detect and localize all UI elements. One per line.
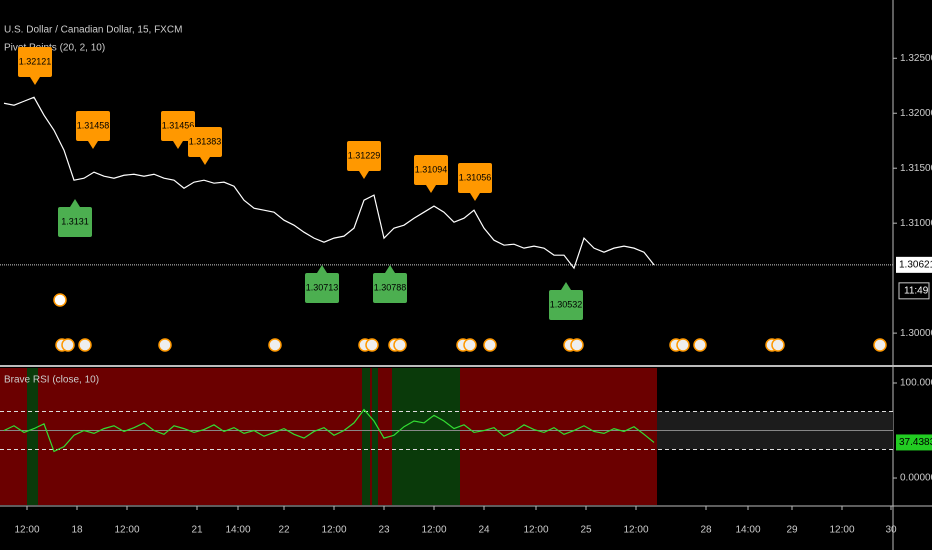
event-icon <box>483 338 497 352</box>
pivot-pointer <box>359 171 369 179</box>
event-icon <box>61 338 75 352</box>
pivot-box <box>76 111 110 141</box>
pivot-box <box>347 141 381 171</box>
event-icon <box>873 338 887 352</box>
pivot-pointer <box>70 199 80 207</box>
x-tick-label: 12:00 <box>829 525 854 536</box>
event-icon <box>393 338 407 352</box>
rsi-title: Brave RSI (close, 10) <box>4 375 99 386</box>
pivot-box <box>18 47 52 77</box>
x-tick-label: 25 <box>580 525 592 536</box>
event-icon <box>693 338 707 352</box>
x-tick-label: 21 <box>191 525 203 536</box>
x-tick-label: 12:00 <box>623 525 648 536</box>
x-tick-label: 12:00 <box>421 525 446 536</box>
x-tick-label: 12:00 <box>321 525 346 536</box>
indicator-title: Pivot Points (20, 2, 10) <box>4 43 105 54</box>
pivot-pointer <box>317 265 327 273</box>
event-icon <box>570 338 584 352</box>
pivot-label: 1.3131 <box>61 216 89 226</box>
y-tick-label: 1.31500 <box>900 163 932 174</box>
y-tick-label: 0.00000 <box>900 473 932 484</box>
pivot-pointer <box>561 282 571 290</box>
series-line <box>3 408 655 453</box>
last-value-label: 1.30621 <box>899 259 932 270</box>
pivot-box <box>161 111 195 141</box>
event-icon <box>463 338 477 352</box>
x-tick-label: 23 <box>378 525 390 536</box>
x-tick-label: 14:00 <box>225 525 250 536</box>
x-tick-label: 29 <box>786 525 798 536</box>
pivot-label: 1.30788 <box>374 282 407 292</box>
pivot-box <box>188 127 222 157</box>
series-line <box>3 96 655 270</box>
pivot-label: 1.32121 <box>19 56 52 66</box>
rsi-bg-green <box>362 368 370 505</box>
x-tick-label: 12:00 <box>14 525 39 536</box>
pivot-pointer <box>88 141 98 149</box>
x-tick-label: 24 <box>478 525 490 536</box>
pivot-pointer <box>385 265 395 273</box>
pivot-box <box>373 273 407 303</box>
pivot-pointer <box>426 185 436 193</box>
x-tick-label: 30 <box>885 525 897 536</box>
x-tick-label: 12:00 <box>523 525 548 536</box>
pivot-label: 1.30713 <box>306 282 339 292</box>
x-tick-label: 14:00 <box>735 525 760 536</box>
time-label: 11:49 <box>904 285 929 296</box>
pivot-box <box>305 273 339 303</box>
rsi-bg-green <box>392 368 460 505</box>
pivot-label: 1.31458 <box>77 120 110 130</box>
chart-title: U.S. Dollar / Canadian Dollar, 15, FXCM <box>4 25 182 36</box>
pivot-pointer <box>30 77 40 85</box>
x-tick-label: 28 <box>700 525 712 536</box>
pivot-label: 1.31056 <box>459 172 492 182</box>
pivot-pointer <box>470 193 480 201</box>
event-icon <box>268 338 282 352</box>
event-icon <box>676 338 690 352</box>
x-tick-label: 12:00 <box>114 525 139 536</box>
y-tick-label: 1.30000 <box>900 328 932 339</box>
y-tick-label: 1.32500 <box>900 53 932 64</box>
x-tick-label: 22 <box>278 525 290 536</box>
pivot-box <box>58 207 92 237</box>
event-icon <box>78 338 92 352</box>
event-icon <box>365 338 379 352</box>
rsi-bg-green <box>27 368 38 505</box>
pivot-pointer <box>200 157 210 165</box>
rsi-bg-red <box>0 368 657 505</box>
pivot-box <box>414 155 448 185</box>
event-icon <box>53 293 67 307</box>
pivot-pointer <box>173 141 183 149</box>
event-icon <box>158 338 172 352</box>
pivot-box <box>458 163 492 193</box>
rsi-bg-green <box>372 368 378 505</box>
y-tick-label: 1.31000 <box>900 218 932 229</box>
event-icon <box>771 338 785 352</box>
pivot-label: 1.31383 <box>189 136 222 146</box>
pivot-label: 1.31456 <box>162 120 195 130</box>
y-tick-label: 100.00000 <box>900 378 932 389</box>
last-value-label: 37.43833 <box>899 437 932 448</box>
time-box <box>898 282 930 300</box>
last-value-box <box>896 434 932 451</box>
pivot-label: 1.31229 <box>348 150 381 160</box>
pivot-box <box>549 290 583 320</box>
x-tick-label: 18 <box>71 525 83 536</box>
pivot-label: 1.31094 <box>415 164 448 174</box>
last-value-box <box>896 256 932 273</box>
pivot-label: 1.30532 <box>550 299 583 309</box>
y-tick-label: 1.32000 <box>900 108 932 119</box>
